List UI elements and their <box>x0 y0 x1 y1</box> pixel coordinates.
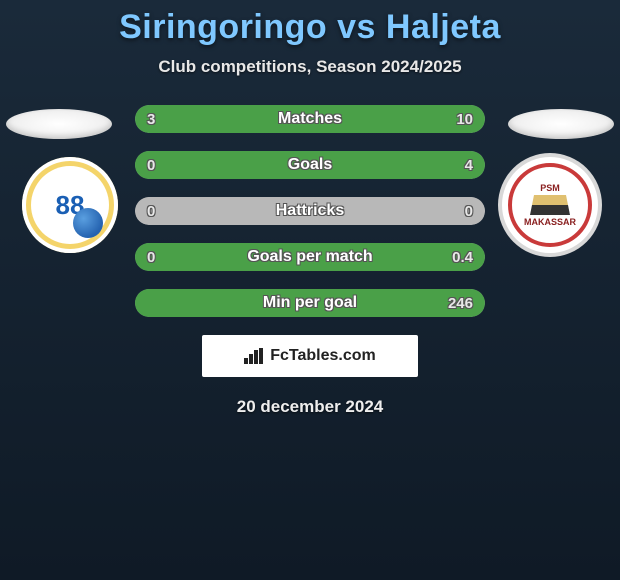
stat-value-right: 4 <box>465 157 473 174</box>
stat-label: Min per goal <box>135 294 485 312</box>
stat-label: Hattricks <box>135 202 485 220</box>
stat-bar: Min per goal246 <box>135 289 485 317</box>
stat-bar: 0Goals4 <box>135 151 485 179</box>
boat-icon <box>530 195 570 215</box>
stat-value-right: 0.4 <box>452 249 473 266</box>
stat-value-right: 10 <box>456 111 473 128</box>
badge-left-inner: 88 <box>31 166 109 244</box>
stat-bar: 0Goals per match0.4 <box>135 243 485 271</box>
badge-right-ring: PSM MAKASSAR <box>508 163 592 247</box>
stat-label: Goals <box>135 156 485 174</box>
player-oval-left <box>6 109 112 139</box>
badge-right-bottom-text: MAKASSAR <box>524 217 576 227</box>
footer-date: 20 december 2024 <box>0 397 620 417</box>
player-oval-right <box>508 109 614 139</box>
stat-value-right: 0 <box>465 203 473 220</box>
subtitle: Club competitions, Season 2024/2025 <box>0 57 620 77</box>
page-title: Siringoringo vs Haljeta <box>0 0 620 47</box>
stat-label: Goals per match <box>135 248 485 266</box>
stat-bars: 3Matches100Goals40Hattricks00Goals per m… <box>135 105 485 317</box>
badge-right-top-text: PSM <box>540 183 560 193</box>
brand-text: FcTables.com <box>270 347 376 365</box>
stat-label: Matches <box>135 110 485 128</box>
team-badge-left: 88 <box>22 157 118 253</box>
brand-box[interactable]: FcTables.com <box>202 335 418 377</box>
stat-value-right: 246 <box>448 295 473 312</box>
bar-chart-icon <box>244 348 264 364</box>
stat-bar: 3Matches10 <box>135 105 485 133</box>
soccer-ball-icon <box>73 208 103 238</box>
stat-bar: 0Hattricks0 <box>135 197 485 225</box>
team-badge-right: PSM MAKASSAR <box>502 157 598 253</box>
comparison-content: 88 PSM MAKASSAR 3Matches100Goals40Hattri… <box>0 105 620 417</box>
